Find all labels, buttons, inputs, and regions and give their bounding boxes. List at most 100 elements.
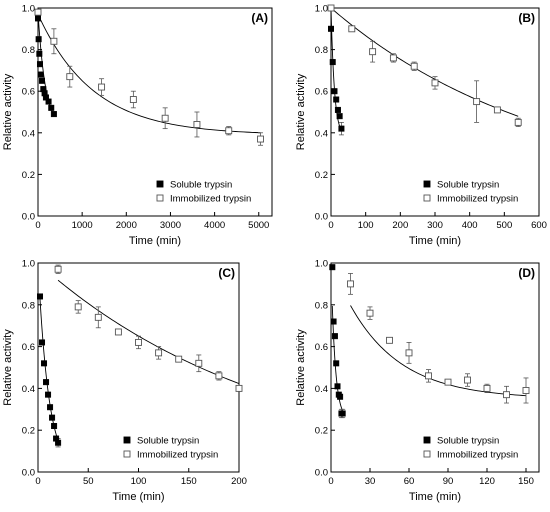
legend-label: Soluble trypsin [437,180,499,191]
data-point [215,372,223,380]
data-point [114,328,122,336]
data-point [37,293,44,300]
series-soluble: Soluble trypsin [328,8,499,191]
x-tick-label: 60 [404,476,415,487]
legend-label: Soluble trypsin [170,180,232,191]
y-tick-label: 0.8 [315,300,328,311]
x-tick-label: 500 [496,220,512,231]
data-point [195,359,203,367]
x-tick-label: 0 [328,476,333,487]
x-tick-label: 2000 [116,220,137,231]
series-immobilized: Immobilized trypsin [327,4,522,205]
data-point [464,376,471,384]
legend-marker [423,194,431,202]
y-tick-label: 0.4 [315,128,328,139]
series-immobilized: Immobilized trypsin [347,273,530,461]
data-point [386,336,393,344]
y-tick-label: 0.6 [315,342,328,353]
x-axis-title: Time (min) [409,235,461,247]
y-tick-label: 1.0 [22,4,35,15]
data-point [336,113,343,120]
legend-label: Immobilized trypsin [437,194,518,205]
data-point [98,83,106,91]
data-point [410,62,418,70]
data-point [431,79,439,87]
data-point [333,360,340,367]
y-tick-label: 0.6 [22,342,35,353]
data-point [522,387,530,394]
data-point [327,4,335,12]
panel-label: (A) [251,11,268,25]
data-point [54,265,62,273]
x-tick-label: 600 [531,220,547,231]
y-tick-label: 1.0 [315,4,328,15]
data-point [74,303,82,311]
data-point [330,318,337,325]
x-tick-label: 1000 [72,220,93,231]
data-point [329,264,336,271]
y-tick-label: 0.2 [315,426,328,437]
legend-label: Immobilized trypsin [437,450,518,461]
plot-frame [330,262,540,473]
x-tick-label: 200 [392,220,408,231]
data-point [161,114,169,122]
legend-marker [156,194,164,202]
series-soluble: Soluble trypsin [37,293,199,448]
data-point [49,414,56,421]
legend-marker [123,450,131,458]
y-tick-label: 0.4 [22,384,35,395]
data-point [328,25,334,32]
x-tick-label: 0 [35,220,40,231]
x-tick-label: 0 [328,220,333,231]
x-tick-label: 200 [231,476,247,487]
x-tick-label: 5000 [248,220,269,231]
y-tick-label: 0.6 [315,87,328,98]
chart-panel-c: 0 50 100 150 200 0.0 0.2 0.4 0.6 0.8 1.0 Time (min)… [2,259,247,504]
y-tick-label: 1.0 [22,259,35,270]
data-point [348,25,356,33]
y-tick-label: 1.0 [315,259,328,270]
fit-curve [350,305,527,397]
data-point [51,423,58,430]
legend-marker [156,180,164,188]
legend-label: Immobilized trypsin [170,194,251,205]
y-tick-label: 0.0 [315,468,328,479]
data-point [425,372,432,380]
y-tick-label: 0.0 [22,212,35,223]
fit-curve [331,8,519,117]
x-axis-title: Time (min) [409,491,461,503]
data-point [334,106,341,113]
data-point [193,121,201,128]
data-point [339,410,346,417]
y-axis-title: Relative activity [295,329,307,406]
series-soluble: Soluble trypsin [329,264,499,447]
data-point [129,96,137,103]
y-axis-title: Relative activity [2,73,14,150]
data-point [45,98,52,105]
data-point [483,384,491,392]
y-tick-label: 0.2 [22,170,35,181]
fit-curve [57,279,239,384]
data-point [473,98,481,106]
data-point [331,333,338,340]
y-axis-title: Relative activity [295,73,307,150]
series-immobilized: Immobilized trypsin [34,8,264,205]
fit-curve [38,14,261,134]
data-point [66,73,74,81]
y-tick-label: 0.8 [315,45,328,56]
data-point [39,339,46,346]
data-point [35,36,42,43]
chart-panel-d: 0 30 60 90 120 150 0.0 0.2 0.4 0.6 0.8 1.0 Time (min… [295,259,540,503]
legend-label: Immobilized trypsin [137,450,218,461]
data-point [43,379,50,386]
chart-panel-a: 0 1000 2000 3000 4000 5000 0.0 0.2 0.4 0.6 0.8 1.0 T… [2,4,273,247]
data-point [175,355,183,363]
data-point [55,439,62,446]
series-immobilized: Immobilized trypsin [54,264,243,461]
data-point [347,280,354,288]
data-point [337,393,344,400]
data-point [41,360,48,367]
data-point [48,104,55,111]
data-point [35,15,41,22]
